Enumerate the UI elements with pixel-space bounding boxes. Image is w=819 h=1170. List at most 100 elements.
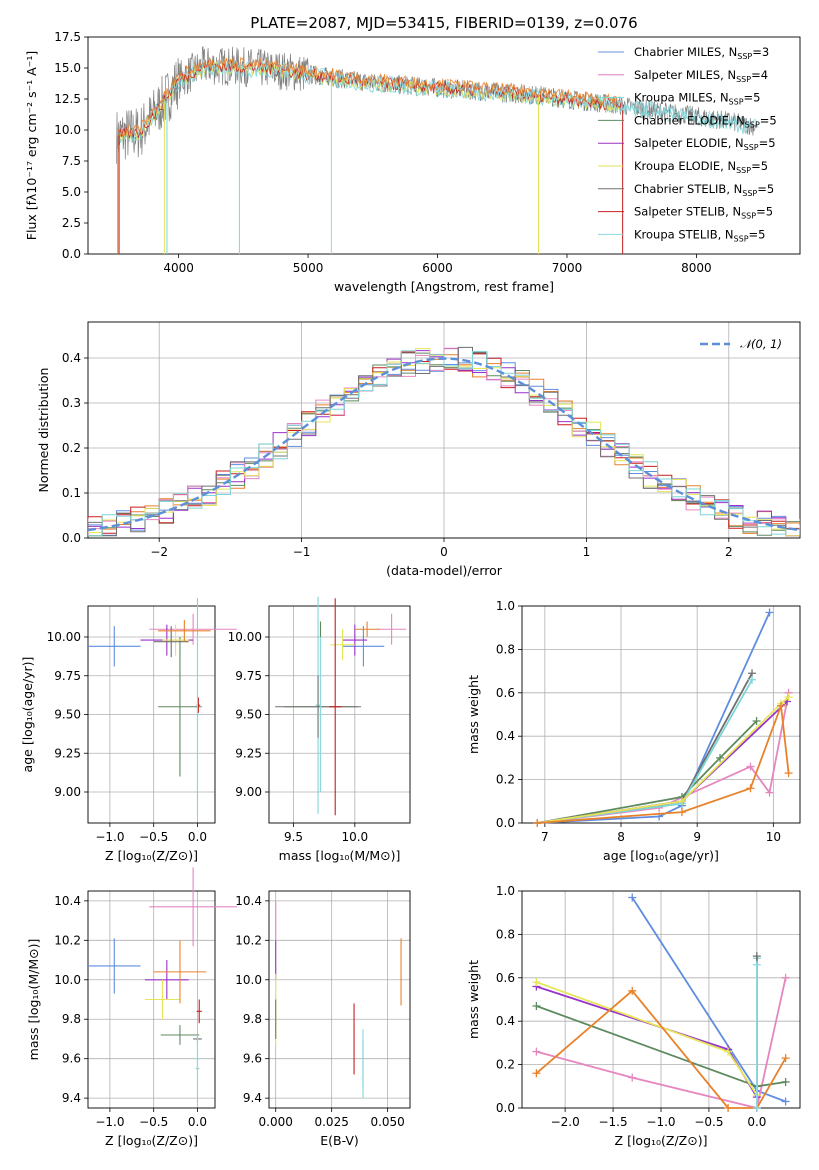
x-tick-label: −1.0 [95, 830, 124, 844]
series-marker [752, 952, 761, 961]
series-marker [752, 1104, 761, 1112]
age_vs_mass-points [275, 596, 407, 816]
legend-label: Chabrier STELIB, NSSP=5 [634, 182, 774, 198]
legend-label: Chabrier ELODIE, NSSP=5 [634, 113, 777, 129]
y-tick-label: 0.8 [496, 927, 515, 941]
legend-label: Kroupa ELODIE, NSSP=5 [634, 159, 768, 175]
y-tick-label: 10.00 [47, 630, 81, 644]
age_vs_Z-axes: −1.0 −0.5 0.0 9.00 9.25 9.50 9.75 10.00 Z [log₁₀… [20, 605, 216, 863]
x-tick-label: −2 [150, 545, 168, 559]
y-tick-label: 0.0 [496, 816, 515, 830]
y-tick-label: 1.0 [496, 599, 515, 613]
x-tick-label: −2.0 [551, 1115, 580, 1129]
x-axis-label: Z [log₁₀(Z/Z⊙)] [105, 848, 198, 863]
y-tick-label: 0.0 [62, 531, 81, 545]
series-marker [765, 788, 774, 797]
spectrum-legend: Chabrier MILES, NSSP=3 Salpeter MILES, NS… [598, 45, 777, 243]
y-tick-label: 10.4 [235, 894, 262, 908]
x-tick-label: −1 [293, 545, 311, 559]
series-marker [533, 819, 542, 827]
series-marker [748, 675, 757, 684]
x-tick-label: −1.5 [598, 1115, 627, 1129]
x-tick-label: 6000 [422, 261, 453, 275]
series-marker [781, 973, 790, 982]
y-tick-label: 7.5 [62, 154, 81, 168]
y-axis-label: mass [log₁₀(M/M⊙)] [26, 939, 41, 1061]
series-marker [724, 1047, 733, 1056]
age_vs_Z-points [88, 598, 237, 816]
series-marker [781, 1054, 790, 1063]
x-tick-label: 8 [617, 830, 625, 844]
legend-label: Salpeter MILES, NSSP=4 [634, 68, 768, 84]
x-tick-label: −1.0 [95, 1115, 124, 1129]
y-tick-label: 0.4 [496, 729, 515, 743]
y-tick-label: 0.6 [496, 971, 515, 985]
x-tick-label: −0.5 [694, 1115, 723, 1129]
y-tick-label: 0.2 [62, 441, 81, 455]
x-tick-label: −1.0 [646, 1115, 675, 1129]
y-tick-label: 0.2 [496, 773, 515, 787]
axes-frame [87, 36, 801, 255]
age_vs_mass-axes: 9.5 10.0 9.00 9.25 9.50 9.75 10.00 mass [log₁₀(… [228, 605, 411, 863]
weight_vs_age-series [533, 608, 793, 827]
y-axis-label: mass weight [466, 675, 481, 754]
y-tick-label: 0.6 [496, 686, 515, 700]
axes-frame [268, 890, 411, 1109]
series-marker [784, 693, 793, 702]
series-line [537, 679, 753, 824]
mass_vs_Z-points [88, 867, 237, 1103]
series-marker [532, 1069, 541, 1078]
y-tick-label: 2.5 [62, 216, 81, 230]
x-tick-label: 9 [693, 830, 701, 844]
x-tick-label: 4000 [163, 261, 194, 275]
y-tick-label: 9.4 [62, 1091, 81, 1105]
y-tick-label: 10.2 [54, 933, 81, 947]
y-tick-label: 10.0 [54, 973, 81, 987]
axes-frame [521, 605, 801, 824]
series-line [537, 696, 790, 824]
series-marker [628, 986, 637, 995]
x-tick-label: 0.050 [370, 1115, 404, 1129]
axes-frame [87, 890, 216, 1109]
x-tick-label: 7000 [552, 261, 583, 275]
x-axis-label: Z [log₁₀(Z/Z⊙)] [615, 1133, 708, 1148]
y-tick-label: 0.1 [62, 486, 81, 500]
x-axis-label: (data-model)/error [386, 563, 503, 578]
legend-label: Salpeter STELIB, NSSP=5 [634, 205, 773, 221]
y-tick-label: 10.4 [54, 894, 81, 908]
x-tick-label: 0.0 [747, 1115, 766, 1129]
series-line [536, 977, 787, 1110]
axes-frame [521, 890, 801, 1109]
mass_vs_EBV-points [275, 900, 402, 1099]
x-tick-label: 0.0 [188, 830, 207, 844]
series-marker [677, 808, 686, 817]
x-axis-label: wavelength [Angstrom, rest frame] [334, 279, 554, 294]
series-marker [532, 1002, 541, 1011]
model-spectrum [117, 56, 619, 138]
y-tick-label: 0.0 [496, 1101, 515, 1115]
y-axis-label: Flux [fλ10⁻¹⁷ erg cm⁻² s⁻¹ A⁻¹] [24, 51, 39, 240]
y-tick-label: 10.2 [235, 933, 262, 947]
y-tick-label: 0.4 [62, 351, 81, 365]
spectrum-axes: 4000 5000 6000 7000 8000 0.0 2.5 5.0 7.5 10.0 12.5… [24, 30, 801, 294]
series-marker [628, 1073, 637, 1082]
y-tick-label: 9.00 [54, 785, 81, 799]
y-tick-label: 1.0 [496, 884, 515, 898]
series-marker [628, 893, 637, 902]
series-marker [532, 978, 541, 987]
y-tick-label: 9.8 [62, 1012, 81, 1026]
weight_vs_age-axes: 7 8 9 10 0.0 0.2 0.4 0.6 0.8 1.0 age [log₁₀(age/yr… [466, 599, 801, 863]
axes-frame [87, 605, 216, 824]
y-tick-label: 9.8 [243, 1012, 262, 1026]
legend-label: Kroupa MILES, NSSP=5 [634, 91, 760, 107]
figure-title: PLATE=2087, MJD=53415, FIBERID=0139, z=0… [250, 14, 637, 32]
x-tick-label: 0.025 [314, 1115, 348, 1129]
series-marker [746, 784, 755, 793]
y-tick-label: 10.0 [235, 973, 262, 987]
x-axis-label: age [log₁₀(age/yr)] [603, 848, 719, 863]
x-tick-label: 7 [541, 830, 549, 844]
y-tick-label: 9.25 [54, 746, 81, 760]
x-tick-label: 0.0 [188, 1115, 207, 1129]
y-tick-label: 9.25 [235, 746, 262, 760]
